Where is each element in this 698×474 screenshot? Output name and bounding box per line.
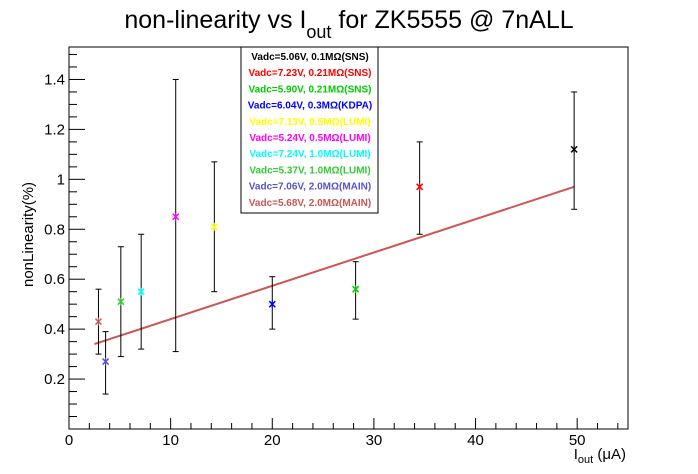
legend: Vadc=5.06V, 0.1MΩ(SNS) Vadc=7.23V, 0.21MΩ…: [240, 46, 379, 214]
legend-entry-9: Vadc=7.06V, 2.0MΩ(MAIN): [249, 182, 371, 193]
data-point-3: [352, 261, 360, 320]
legend-entry-10: Vadc=5.68V, 2.0MΩ(MAIN): [249, 198, 371, 209]
legend-entry-3: Vadc=5.90V, 0.21MΩ(SNS): [249, 84, 372, 95]
y-axis-label: nonLinearity(%): [20, 182, 37, 287]
x-tick-label: 10: [162, 432, 179, 449]
x-axis-label: Iout (μA): [574, 446, 626, 466]
data-point-8: [117, 246, 125, 358]
y-tick-label: 0.2: [44, 371, 65, 388]
chart-title-main: non-linearity vs I: [124, 6, 306, 34]
data-point-4: [268, 276, 276, 330]
data-point-6: [172, 78, 180, 353]
data-point-7: [137, 233, 145, 350]
x-axis-label-rest: (μA): [593, 446, 626, 463]
chart-title: non-linearity vs Iout for ZK5555 @ 7nALL: [124, 6, 573, 42]
fit-line: [94, 185, 575, 346]
y-tick-label: 1.4: [44, 71, 65, 88]
y-tick-label: 1.2: [44, 121, 65, 138]
y-tick-label: 0.8: [44, 221, 65, 238]
x-tick-label: 20: [264, 432, 281, 449]
legend-entry-6: Vadc=5.24V, 0.5MΩ(LUMI): [249, 133, 370, 144]
fit-line-group: [94, 185, 575, 346]
data-point-9: [102, 331, 110, 395]
axis-ticks: 0 10 20 30 40 50 0.2 0.4 0.6 0.8 1 1.2 1.4: [44, 53, 619, 449]
x-tick-label: 40: [467, 432, 484, 449]
y-tick-label: 1: [57, 171, 65, 188]
chart-title-sub: out: [306, 22, 331, 42]
data-point-1: [570, 91, 578, 210]
data-points: [94, 78, 578, 395]
legend-entry-1: Vadc=5.06V, 0.1MΩ(SNS): [251, 52, 368, 63]
legend-box: [240, 46, 379, 214]
legend-entry-8: Vadc=5.37V, 1.0MΩ(LUMI): [249, 165, 370, 176]
legend-entry-5: Vadc=7.13V, 0.5MΩ(LUMI): [249, 117, 370, 128]
data-point-5: [210, 161, 218, 293]
x-tick-label: 0: [65, 432, 73, 449]
data-point-2: [416, 141, 424, 235]
x-axis-label-main: I: [574, 446, 578, 463]
x-axis-label-sub: out: [578, 454, 593, 466]
legend-entry-4: Vadc=6.04V, 0.3MΩ(KDPA): [248, 101, 372, 112]
x-tick-label: 50: [569, 432, 586, 449]
chart-title-rest: for ZK5555 @ 7nALL: [331, 6, 573, 34]
x-tick-label: 30: [366, 432, 383, 449]
legend-entry-7: Vadc=7.24V, 1.0MΩ(LUMI): [249, 149, 370, 160]
y-tick-label: 0.6: [44, 271, 65, 288]
legend-entry-2: Vadc=7.23V, 0.21MΩ(SNS): [249, 68, 372, 79]
data-point-10: [94, 288, 103, 355]
y-tick-label: 0.4: [44, 321, 65, 338]
